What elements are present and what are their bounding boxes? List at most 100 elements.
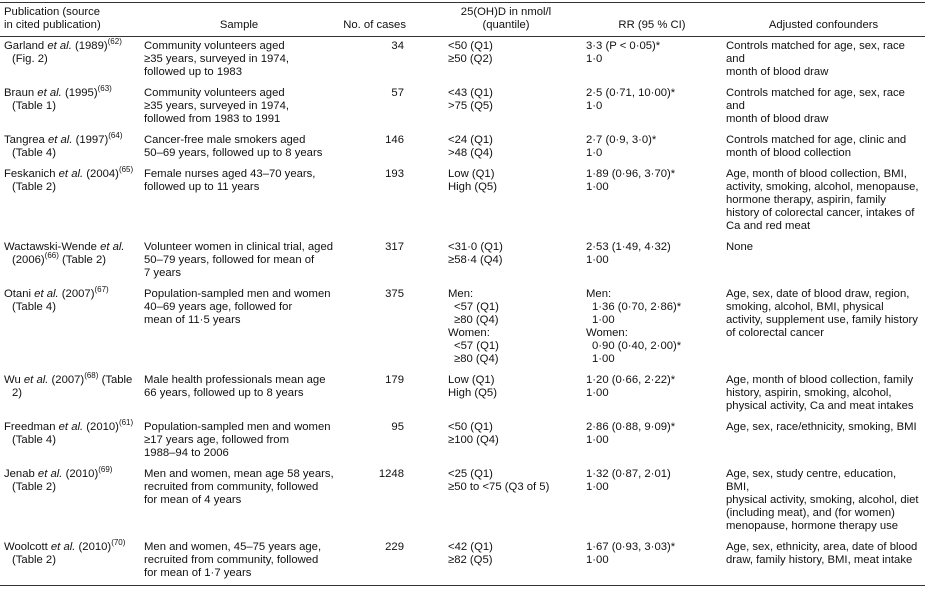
cell-line: recruited from community, followed [144,481,319,493]
cell-line: 1·32 (0·87, 2·01) [586,468,671,480]
cell-line: 1988–94 to 2006 [144,447,229,459]
cell-line: 7 years [144,267,182,279]
sample-cell: Population-sampled men and women 40–69 ye… [140,285,338,371]
cell-line: 1·00 [586,434,609,446]
rr-cell: 1·89 (0·96, 3·70)* 1·00 [582,165,722,238]
cell-line: Controls matched for age, clinic and [726,134,907,146]
cell-line: Female nurses aged 43–70 years, [144,168,316,180]
cell-line: <42 (Q1) [448,541,493,553]
author: Otani [4,288,32,300]
table-row: Braun et al. (1995)(63) (Table 1) Communi… [0,84,925,131]
confounders-cell: None [722,238,925,285]
year: (2007) [61,288,95,300]
confounders-cell: Age, sex, study centre, education, BMI, p… [722,465,925,538]
et-al: et al. [37,468,63,480]
quantile-cell: <50 (Q1) ≥50 (Q2) [410,37,582,85]
cell-line: physical activity, smoking, alcohol, die… [726,494,919,506]
confounders-cell: Age, month of blood collection, BMI, acti… [722,165,925,238]
quantile-cell: <50 (Q1) ≥100 (Q4) [410,418,582,465]
confounders-cell: Age, sex, ethnicity, area, date of blood… [722,538,925,586]
cell-line: High (Q5) [448,181,497,193]
cell-line: ≥35 years, surveyed in 1974, [144,53,289,65]
quantile-cell: Low (Q1) High (Q5) [410,165,582,238]
reference: (69) [98,465,113,475]
et-al: et al. [34,288,59,300]
header-row: Publication (source in cited publication… [0,2,925,37]
cases-cell: 95 [391,421,404,433]
rr-cell: 2·5 (0·71, 10·00)* 1·0 [582,84,722,131]
author: Wactawski-Wende [4,241,97,253]
cell-line: history, aspirin, smoking, alcohol, [726,387,892,399]
column-header: No. of cases [338,2,410,37]
source: (Table 2) [12,554,56,566]
author: Braun [4,87,35,99]
rr-cell: 1·67 (0·93, 3·03)* 1·00 [582,538,722,586]
cell-line: 3·3 (P < 0·05)* [586,40,661,52]
author: Feskanich [4,168,56,180]
cell-line: 40–69 years age, followed for [144,301,293,313]
reference: (61) [118,418,134,428]
reference: (63) [97,84,112,94]
cell-line: Age, month of blood collection, BMI, [726,168,907,180]
cases-cell: 193 [385,168,404,180]
cell-line: mean of 11·5 years [144,314,241,326]
et-al: et al. [23,374,49,386]
cell-line: 2·7 (0·9, 3·0)* [586,134,657,146]
et-al: et al. [58,168,84,180]
cell-line: 1·00 [586,387,609,399]
cell-line: ≥50 to <75 (Q3 of 5) [448,481,550,493]
column-header: Publication (source in cited publication… [0,2,140,37]
source: (Table 4) [12,147,56,159]
source: (Table 1) [12,100,56,112]
cell-line: >48 (Q4) [448,147,493,159]
cell-line: <25 (Q1) [448,468,493,480]
cell-line: physical activity, Ca and meat intakes [726,400,914,412]
cell-line: recruited from community, followed [144,554,319,566]
cell-line: 1·0 [586,147,603,159]
cell-line: menopause, hormone therapy use [726,520,899,532]
rr-cell: 2·7 (0·9, 3·0)* 1·0 [582,131,722,165]
cell-line: Men and women, mean age 58 years, [144,468,334,480]
cell-line: of colorectal cancer [726,327,824,339]
table-row: Wactawski-Wende et al. (2006)(66) (Table… [0,238,925,285]
table-row: Tangrea et al. (1997)(64) (Table 4) Cance… [0,131,925,165]
cell-line: Population-sampled men and women [144,288,331,300]
cell-line: Male health professionals mean age [144,374,326,386]
year: (2010) [65,468,99,480]
cell-line: <50 (Q1) [448,421,493,433]
year: (2006) [12,254,45,266]
cell-line: 1·36 (0·70, 2·86)* [592,301,682,313]
cell-line: for mean of 1·7 years [144,567,252,579]
column-header: 25(OH)D in nmol/l (quantile) [410,2,582,37]
quantile-cell: Men: <57 (Q1) ≥80 (Q4) Women: <57 (Q1) ≥80 (Q… [410,285,582,371]
reference: (65) [118,165,134,175]
sample-cell: Community volunteers aged ≥35 years, surv… [140,84,338,131]
cell-line: 1·20 (0·66, 2·22)* [586,374,676,386]
cell-line: 1·67 (0·93, 3·03)* [586,541,676,553]
cell-line: Age, month of blood collection, family [726,374,914,386]
cell-line: ≥50 (Q2) [448,53,493,65]
cell-line: <43 (Q1) [448,87,493,99]
author: Garland [4,40,45,52]
cell-line: 2·53 (1·49, 4·32) [586,241,671,253]
cases-cell: 317 [385,241,404,253]
reference: (70) [111,538,126,548]
cell-line: followed up to 1983 [144,66,242,78]
publication-cell: Jenab et al. (2010)(69) (Table 2) [0,465,140,538]
publication-cell: Garland et al. (1989)(62) (Fig. 2) [0,37,140,85]
cell-line: <24 (Q1) [448,134,493,146]
publication-cell: Woolcott et al. (2010)(70) (Table 2) [0,538,140,586]
year: (1997) [75,134,109,146]
cell-line: High (Q5) [448,387,497,399]
data-table: Publication (source in cited publication… [0,2,925,586]
et-al: et al. [50,541,76,553]
cell-line: 1·89 (0·96, 3·70)* [586,168,676,180]
rr-cell: 1·32 (0·87, 2·01) 1·00 [582,465,722,538]
year: (2007) [51,374,85,386]
cell-line: Women: [586,327,628,339]
reference: (62) [107,37,122,47]
cell-line: 1·00 [586,181,609,193]
quantile-cell: <42 (Q1) ≥82 (Q5) [410,538,582,586]
source: (Table 2) [12,481,56,493]
cell-line: <31·0 (Q1) [448,241,503,253]
